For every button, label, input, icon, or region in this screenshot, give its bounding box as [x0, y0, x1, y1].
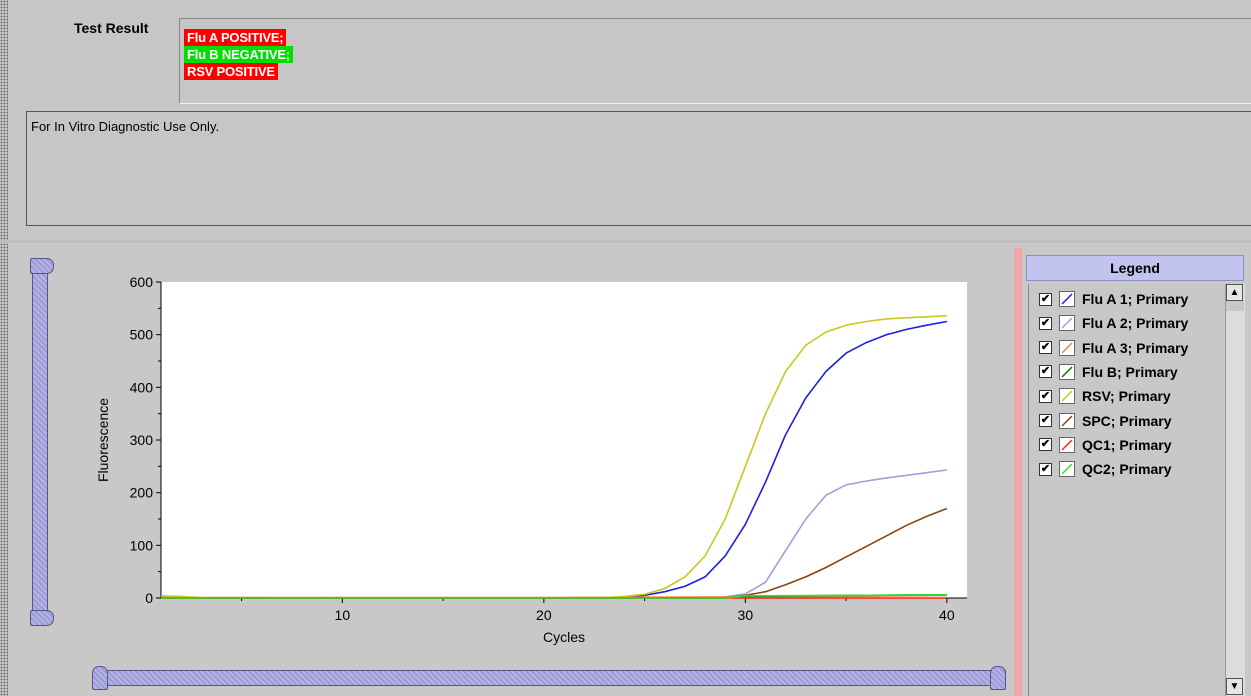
legend-checkbox[interactable]: ✔ — [1039, 316, 1052, 330]
y-tick-label: 400 — [130, 379, 154, 395]
x-axis-label: Cycles — [543, 629, 585, 645]
legend-item[interactable]: ✔ Flu B; Primary — [1039, 362, 1178, 382]
legend-item[interactable]: ✔ SPC; Primary — [1039, 411, 1171, 431]
legend-swatch-icon — [1059, 436, 1075, 453]
notes-box[interactable]: For In Vitro Diagnostic Use Only. — [26, 111, 1251, 226]
legend-list: ✔ Flu A 1; Primary ✔ Flu A 2; Primary ✔ Flu A… — [1028, 284, 1224, 696]
legend-swatch-icon — [1059, 388, 1075, 405]
legend-checkbox[interactable]: ✔ — [1039, 341, 1052, 355]
legend-label: RSV; Primary — [1082, 388, 1171, 405]
vertical-slider-bottom-handle[interactable] — [30, 610, 54, 626]
y-tick-label: 0 — [145, 590, 153, 606]
legend-label: Flu A 3; Primary — [1082, 339, 1189, 356]
legend-label: QC1; Primary — [1082, 436, 1172, 453]
legend-swatch-icon — [1059, 412, 1075, 429]
x-tick-label: 30 — [738, 607, 754, 623]
test-result-panel: Test Result Flu A POSITIVE; Flu B NEGATI… — [8, 6, 1251, 234]
y-tick-label: 200 — [130, 485, 154, 501]
y-tick-label: 100 — [130, 537, 154, 553]
test-result-box: Flu A POSITIVE; Flu B NEGATIVE; RSV POSI… — [179, 18, 1251, 104]
x-tick-label: 40 — [939, 607, 955, 623]
legend-title: Legend — [1026, 255, 1244, 281]
result-line-flu-a: Flu A POSITIVE; — [184, 29, 287, 46]
horizontal-zoom-slider[interactable] — [102, 670, 1006, 686]
legend-item[interactable]: ✔ QC2; Primary — [1039, 459, 1171, 479]
legend-checkbox[interactable]: ✔ — [1039, 462, 1052, 476]
y-tick-label: 500 — [130, 327, 154, 343]
y-tick-label: 300 — [130, 432, 154, 448]
series-line — [161, 594, 947, 599]
scroll-down-icon[interactable]: ▼ — [1226, 678, 1243, 695]
notes-text: For In Vitro Diagnostic Use Only. — [31, 119, 220, 134]
result-line-flu-b: Flu B NEGATIVE; — [184, 46, 293, 63]
legend-label: Flu B; Primary — [1082, 363, 1178, 380]
legend-checkbox[interactable]: ✔ — [1039, 438, 1052, 452]
horizontal-slider-left-handle[interactable] — [92, 666, 108, 690]
y-axis-label: Fluorescence — [95, 398, 111, 482]
panel-splitter[interactable] — [0, 240, 1251, 243]
x-tick-label: 20 — [536, 607, 552, 623]
x-tick-label: 10 — [335, 607, 351, 623]
scroll-up-icon[interactable]: ▲ — [1226, 284, 1243, 301]
legend-label: QC2; Primary — [1082, 461, 1172, 478]
result-line-rsv: RSV POSITIVE — [184, 63, 278, 80]
legend-divider — [1014, 248, 1022, 696]
legend-checkbox[interactable]: ✔ — [1039, 389, 1052, 403]
legend-label: Flu A 1; Primary — [1082, 291, 1189, 307]
legend-item[interactable]: ✔ RSV; Primary — [1039, 386, 1171, 406]
vertical-slider-top-handle[interactable] — [30, 258, 54, 274]
legend-checkbox[interactable]: ✔ — [1039, 414, 1052, 427]
legend-swatch-icon — [1059, 291, 1075, 307]
legend-item[interactable]: ✔ Flu A 1; Primary — [1039, 289, 1188, 309]
legend-checkbox[interactable]: ✔ — [1039, 292, 1052, 306]
legend-checkbox[interactable]: ✔ — [1039, 365, 1052, 379]
scroll-track[interactable] — [1226, 301, 1244, 311]
horizontal-slider-right-handle[interactable] — [990, 666, 1006, 690]
plot-area — [161, 282, 967, 598]
y-tick-label: 600 — [130, 274, 154, 290]
legend-label: SPC; Primary — [1082, 412, 1172, 429]
legend-swatch-icon — [1059, 461, 1075, 478]
window-left-border — [0, 0, 8, 696]
chart-panel: 0 100 200 300 400 500 600 10 20 30 40 Cycles Fluores… — [8, 248, 1013, 696]
legend-item[interactable]: ✔ Flu A 2; Primary — [1039, 313, 1188, 333]
legend-item[interactable]: ✔ QC1; Primary — [1039, 435, 1171, 455]
legend-swatch-icon — [1059, 363, 1075, 380]
legend-swatch-icon — [1059, 339, 1075, 356]
legend-label: Flu A 2; Primary — [1082, 315, 1189, 332]
legend-scrollbar[interactable]: ▲ ▼ — [1225, 284, 1245, 696]
test-result-label: Test Result — [74, 20, 149, 36]
amplification-chart: 0 100 200 300 400 500 600 10 20 30 40 Cycles Fluores… — [95, 274, 967, 645]
legend-swatch-icon — [1059, 315, 1075, 332]
legend-item[interactable]: ✔ Flu A 3; Primary — [1039, 338, 1188, 358]
